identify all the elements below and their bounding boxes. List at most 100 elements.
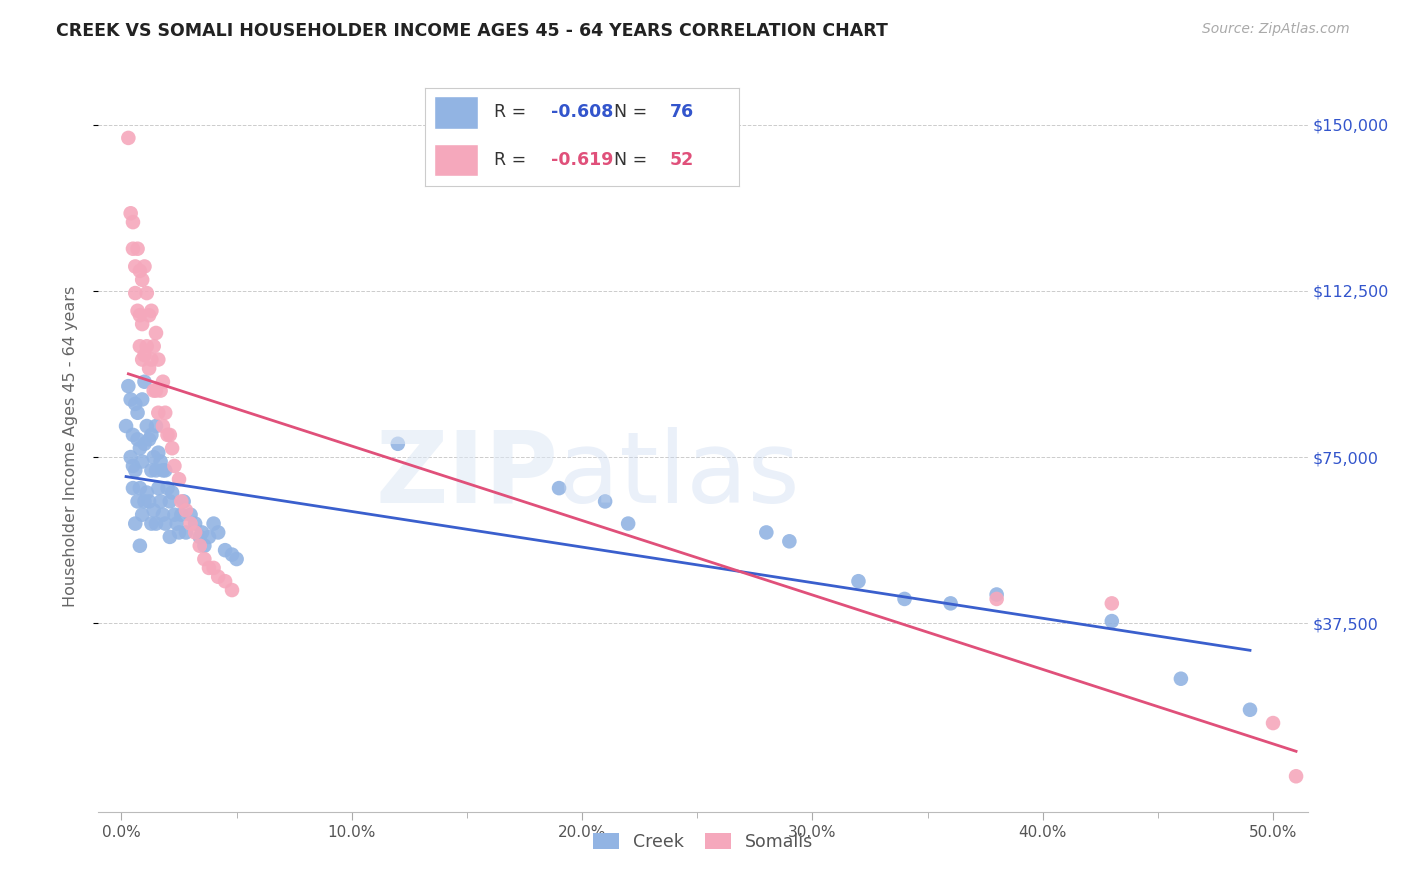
Point — [207, 570, 229, 584]
Point — [156, 481, 179, 495]
Point — [131, 508, 153, 522]
Point — [142, 384, 165, 398]
Point — [128, 339, 150, 353]
Point — [134, 348, 156, 362]
Point — [166, 516, 188, 531]
Point — [214, 574, 236, 589]
Point — [117, 379, 139, 393]
Point — [131, 352, 153, 367]
Point — [131, 392, 153, 407]
Point — [117, 131, 139, 145]
Point — [124, 286, 146, 301]
Point — [152, 375, 174, 389]
Point — [174, 525, 197, 540]
Point — [184, 516, 207, 531]
Point — [163, 458, 186, 473]
Point — [142, 450, 165, 464]
Point — [122, 481, 145, 495]
Text: atlas: atlas — [558, 426, 800, 524]
Point — [138, 433, 160, 447]
Point — [180, 508, 202, 522]
Point — [548, 481, 571, 495]
Point — [128, 441, 150, 455]
Point — [170, 508, 193, 522]
Text: Source: ZipAtlas.com: Source: ZipAtlas.com — [1202, 22, 1350, 37]
Point — [145, 463, 167, 477]
Point — [193, 552, 215, 566]
Point — [135, 485, 157, 500]
Point — [134, 375, 156, 389]
Point — [155, 406, 177, 420]
Point — [134, 260, 156, 274]
Point — [617, 516, 640, 531]
Point — [141, 516, 163, 531]
Point — [120, 450, 142, 464]
Point — [159, 428, 181, 442]
Point — [167, 472, 190, 486]
Point — [122, 428, 145, 442]
Y-axis label: Householder Income Ages 45 - 64 years: Householder Income Ages 45 - 64 years — [63, 285, 77, 607]
Point — [1261, 716, 1284, 731]
Point — [939, 596, 962, 610]
Point — [207, 525, 229, 540]
Point — [152, 463, 174, 477]
Point — [214, 543, 236, 558]
Point — [127, 433, 149, 447]
Point — [124, 260, 146, 274]
Point — [1239, 703, 1261, 717]
Point — [128, 308, 150, 322]
Point — [156, 428, 179, 442]
Point — [127, 303, 149, 318]
Point — [122, 215, 145, 229]
Point — [173, 494, 195, 508]
Point — [131, 317, 153, 331]
Point — [134, 494, 156, 508]
Point — [152, 419, 174, 434]
Point — [120, 392, 142, 407]
Point — [142, 339, 165, 353]
Point — [1285, 769, 1308, 783]
Point — [167, 525, 190, 540]
Point — [148, 481, 170, 495]
Point — [184, 525, 207, 540]
Point — [170, 494, 193, 508]
Point — [131, 273, 153, 287]
Point — [163, 508, 186, 522]
Point — [198, 561, 221, 575]
Point — [202, 561, 225, 575]
Point — [141, 463, 163, 477]
Point — [160, 485, 183, 500]
Point — [155, 463, 177, 477]
Point — [141, 352, 163, 367]
Point — [135, 419, 157, 434]
Point — [149, 384, 172, 398]
Point — [127, 242, 149, 256]
Point — [893, 591, 915, 606]
Point — [127, 494, 149, 508]
Point — [128, 481, 150, 495]
Point — [145, 419, 167, 434]
Point — [131, 454, 153, 468]
Point — [148, 445, 170, 459]
Point — [128, 264, 150, 278]
Point — [134, 437, 156, 451]
Point — [124, 516, 146, 531]
Point — [138, 494, 160, 508]
Point — [155, 516, 177, 531]
Point — [225, 552, 247, 566]
Point — [986, 587, 1008, 601]
Point — [149, 454, 172, 468]
Point — [778, 534, 800, 549]
Point — [124, 397, 146, 411]
Point — [188, 530, 211, 544]
Point — [193, 539, 215, 553]
Point — [986, 591, 1008, 606]
Point — [1101, 614, 1123, 628]
Point — [593, 494, 616, 508]
Point — [128, 539, 150, 553]
Point — [141, 428, 163, 442]
Point — [148, 406, 170, 420]
Point — [135, 339, 157, 353]
Point — [145, 384, 167, 398]
Point — [159, 530, 181, 544]
